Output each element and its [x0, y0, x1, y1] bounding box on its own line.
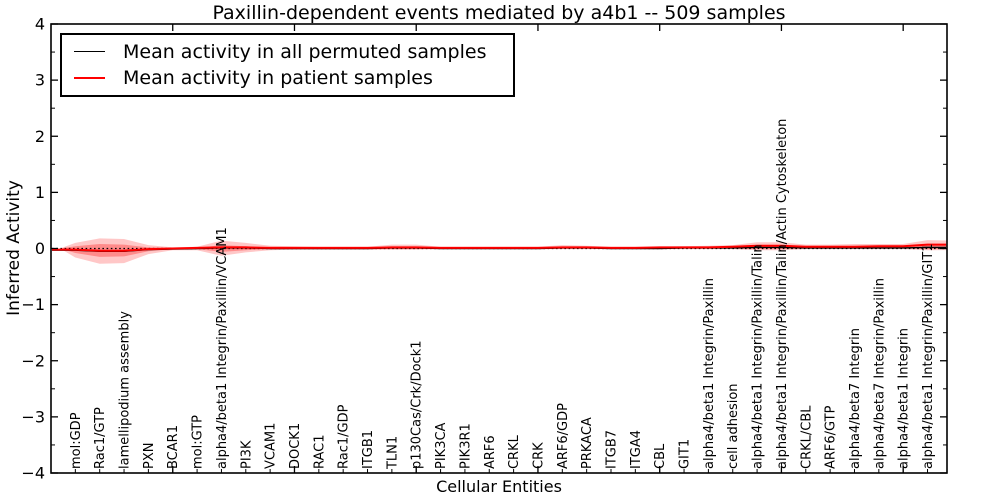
x-tick-label: CRK	[531, 442, 546, 469]
x-tick-label: CRKL	[507, 434, 522, 469]
x-tick-label: alpha4/beta1 Integrin/Paxillin/Talin/Act…	[775, 119, 790, 469]
x-tick-label: alpha4/beta7 Integrin/Paxillin	[872, 278, 887, 469]
x-tick-label: mol:GTP	[191, 415, 206, 469]
x-tick-label: GIT1	[678, 439, 693, 469]
x-tick-label: alpha4/beta1 Integrin/Paxillin	[702, 278, 717, 469]
y-tick-label: −4	[21, 464, 45, 483]
x-tick-label: PIK3CA	[434, 422, 449, 469]
x-tick-label: PRKACA	[580, 417, 595, 469]
y-tick-label: 2	[35, 127, 45, 146]
x-tick-label: ARF6/GTP	[824, 405, 839, 469]
x-tick-label: alpha4/beta1 Integrin	[897, 328, 912, 469]
x-tick-label: DOCK1	[288, 423, 303, 469]
x-tick-label: TLN1	[385, 436, 400, 470]
x-tick-label: mol:GDP	[69, 412, 84, 469]
x-tick-label: alpha4/beta1 Integrin/Paxillin/Talin	[751, 244, 766, 469]
x-tick-label: CBL	[653, 443, 668, 469]
x-tick-label: alpha4/beta1 Integrin/Paxillin/GIT1	[921, 243, 936, 469]
x-tick-label: ARF6/GDP	[556, 403, 571, 469]
black-line-sample-icon	[74, 51, 105, 53]
legend: Mean activity in all permuted samples Me…	[60, 33, 515, 97]
x-tick-label: p130Cas/Crk/Dock1	[410, 340, 425, 469]
x-tick-label: lamellipodium assembly	[118, 311, 133, 469]
y-tick-label: −1	[21, 295, 45, 314]
y-tick-label: −3	[21, 407, 45, 426]
patient-mean-line	[52, 243, 946, 252]
y-tick-label: 4	[35, 15, 45, 34]
x-tick-label: Rac1/GDP	[337, 404, 352, 469]
legend-item-permuted: Mean activity in all permuted samples	[74, 40, 513, 64]
x-tick-label: PXN	[142, 443, 157, 469]
x-tick-label: alpha4/beta1 Integrin/Paxillin/VCAM1	[215, 227, 230, 469]
x-axis-label: Cellular Entities	[436, 477, 562, 496]
x-tick-label: ITGB1	[361, 430, 376, 469]
y-tick-label: −2	[21, 351, 45, 370]
y-tick-label: 3	[35, 71, 45, 90]
legend-item-patient: Mean activity in patient samples	[74, 66, 513, 90]
x-tick-label: cell adhesion	[726, 383, 741, 469]
y-tick-label: 0	[35, 239, 45, 258]
x-tick-label: ARF6	[483, 435, 498, 469]
x-tick-label: PI3K	[239, 440, 254, 469]
x-tick-label: Rac1/GTP	[93, 407, 108, 469]
legend-label-patient: Mean activity in patient samples	[123, 67, 433, 90]
chart-title: Paxillin-dependent events mediated by a4…	[212, 2, 786, 24]
x-tick-label: ITGB7	[605, 430, 620, 469]
legend-label-permuted: Mean activity in all permuted samples	[123, 40, 487, 63]
x-tick-label: BCAR1	[166, 425, 181, 469]
x-tick-label: CRKL/CBL	[799, 405, 814, 469]
x-tick-label: ITGA4	[629, 430, 644, 469]
x-tick-label: PIK3R1	[458, 423, 473, 469]
x-tick-label: alpha4/beta7 Integrin	[848, 328, 863, 469]
red-line-sample-icon	[74, 77, 105, 80]
x-tick-label: RAC1	[312, 434, 327, 469]
y-tick-label: 1	[35, 183, 45, 202]
x-tick-label: VCAM1	[264, 423, 279, 469]
violin-band-outer	[62, 238, 947, 264]
